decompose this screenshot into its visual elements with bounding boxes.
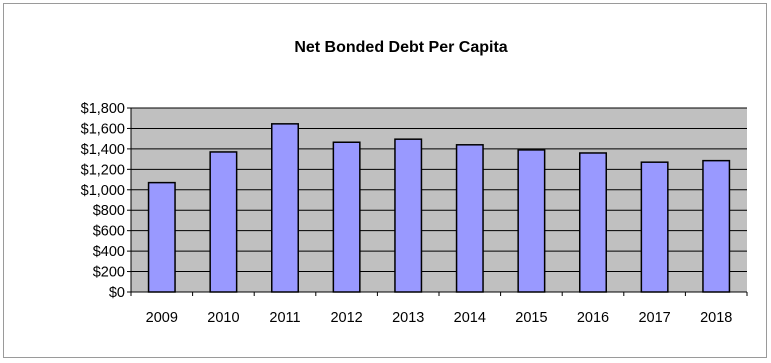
y-tick-label: $1,200 [81,162,125,178]
x-tick-label: 2017 [638,310,670,326]
bar-2016 [579,152,607,293]
y-tick-label: $0 [109,285,125,301]
chart-title: Net Bonded Debt Per Capita [294,39,507,56]
bar-2012 [332,141,361,293]
x-tick-label: 2018 [700,310,732,326]
x-tick-label: 2010 [207,310,239,326]
x-tick-labels: 2009 2010 2011 2012 2013 2014 2015 2016 2017 2018 [146,310,733,326]
x-tick-label: 2014 [454,310,486,326]
x-tick-label: 2011 [269,310,300,326]
x-tick-label: 2009 [146,310,178,326]
y-tick-label: $1,400 [81,142,125,158]
x-tick-label: 2016 [577,310,609,326]
x-tick-label: 2013 [392,310,424,326]
y-tick-labels: $0 $200 $400 $600 $800 $1,000 $1,200 $1,400 $1,6… [81,101,125,301]
x-tick-label: 2012 [330,310,362,326]
y-tick-label: $1,600 [81,121,125,137]
axes [127,107,748,296]
bar-2011 [271,123,299,293]
y-tick-label: $600 [93,224,125,240]
bar-2017 [640,161,669,293]
bar-2010 [209,151,238,293]
y-tick-label: $1,000 [81,183,125,199]
bar-2018 [702,159,731,293]
bar-2015 [517,149,546,293]
bars [147,123,731,293]
y-tick-label: $1,800 [81,101,125,117]
bar-2014 [455,144,484,293]
y-tick-label: $400 [93,244,125,260]
y-tick-label: $800 [93,203,125,219]
bar-2013 [394,138,423,293]
x-tick-label: 2015 [515,310,547,326]
bar-2009 [147,181,176,293]
y-tick-label: $200 [93,265,125,281]
